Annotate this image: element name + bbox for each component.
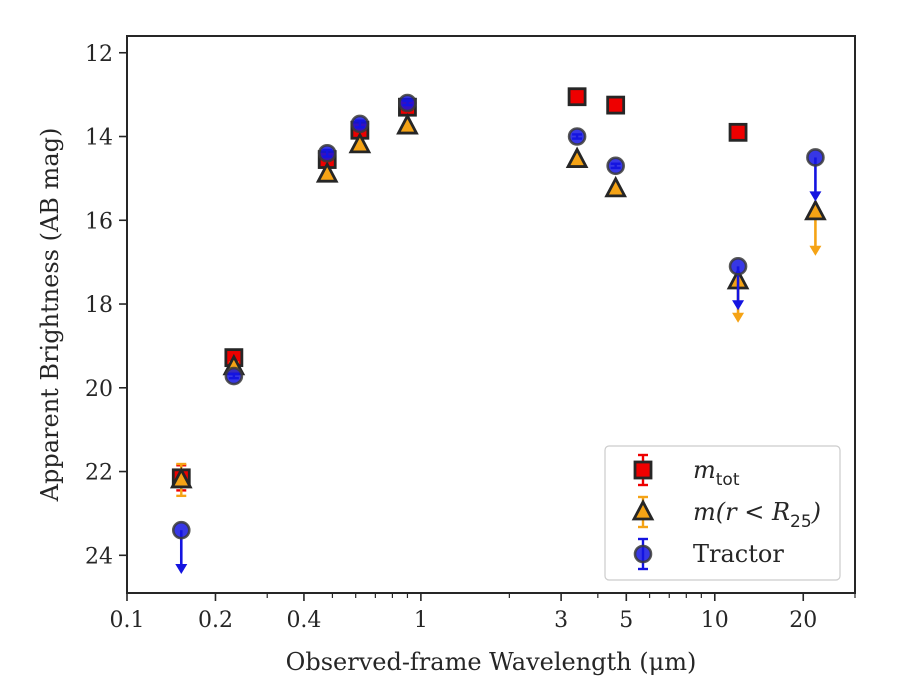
legend-marker-circle	[633, 544, 653, 564]
upper-limit-arrowhead	[175, 564, 188, 575]
axes: 0.1 0.2 0.4 1 3 5 10 20 12 14 16 18 20 22 24	[85, 42, 856, 633]
x-tick-label: 0.2	[198, 608, 233, 633]
series-circle	[171, 93, 825, 575]
x-tick-label: 10	[701, 608, 729, 633]
x-axis-label: Observed-frame Wavelength (μm)	[286, 648, 697, 676]
data-point-square	[606, 95, 626, 115]
data-point-circle	[171, 520, 191, 540]
y-tick-label: 16	[85, 209, 113, 234]
data-point-circle	[317, 143, 337, 163]
upper-limit-arrowhead	[809, 191, 822, 202]
legend-label: Tractor	[693, 540, 784, 568]
x-tick-label: 0.1	[110, 608, 145, 633]
legend: mtot m(r < R25) Tractor	[604, 445, 841, 581]
data-point-circle	[606, 156, 625, 176]
data-point-triangle	[565, 146, 589, 168]
y-tick-label: 24	[85, 544, 113, 569]
series-triangle	[169, 113, 827, 498]
x-tick-label: 0.4	[286, 608, 321, 633]
legend-marker-triangle	[631, 499, 655, 521]
x-tick-label: 1	[414, 608, 428, 633]
upper-limit-arrowhead	[732, 312, 745, 323]
y-tick-label: 18	[85, 293, 113, 318]
data-point-square	[728, 122, 748, 142]
upper-limit-arrowhead	[809, 245, 822, 256]
plot-frame	[126, 35, 856, 594]
y-tick-label: 20	[85, 377, 113, 402]
data-point-circle	[806, 148, 825, 167]
x-tick-label: 5	[619, 608, 633, 633]
data-point-circle	[350, 114, 370, 134]
y-tick-label: 22	[85, 461, 113, 486]
y-tick-label: 12	[85, 42, 113, 67]
y-tick-label: 14	[85, 126, 113, 151]
data-point-triangle	[348, 131, 372, 154]
x-tick-label: 3	[554, 608, 568, 633]
series-square	[171, 87, 748, 492]
legend-label: m(r < R25)	[693, 498, 821, 532]
x-tick-label: 20	[789, 608, 817, 633]
data-point-triangle	[169, 466, 193, 489]
data-point-triangle	[396, 113, 419, 135]
data-point-triangle	[315, 161, 339, 183]
data-point-circle	[398, 93, 417, 113]
data-point-square	[567, 87, 587, 107]
data-point-triangle	[804, 198, 827, 221]
upper-limit-arrowhead	[732, 300, 745, 311]
data-marks	[169, 87, 827, 575]
data-point-circle	[728, 257, 748, 276]
y-axis-label: Apparent Brightness (AB mag)	[36, 128, 64, 503]
data-point-circle	[567, 127, 587, 146]
legend-marker-square	[633, 460, 653, 480]
legend-box	[604, 445, 841, 581]
legend-label: mtot	[693, 456, 740, 490]
data-point-circle	[224, 366, 244, 386]
data-point-triangle	[604, 175, 627, 198]
